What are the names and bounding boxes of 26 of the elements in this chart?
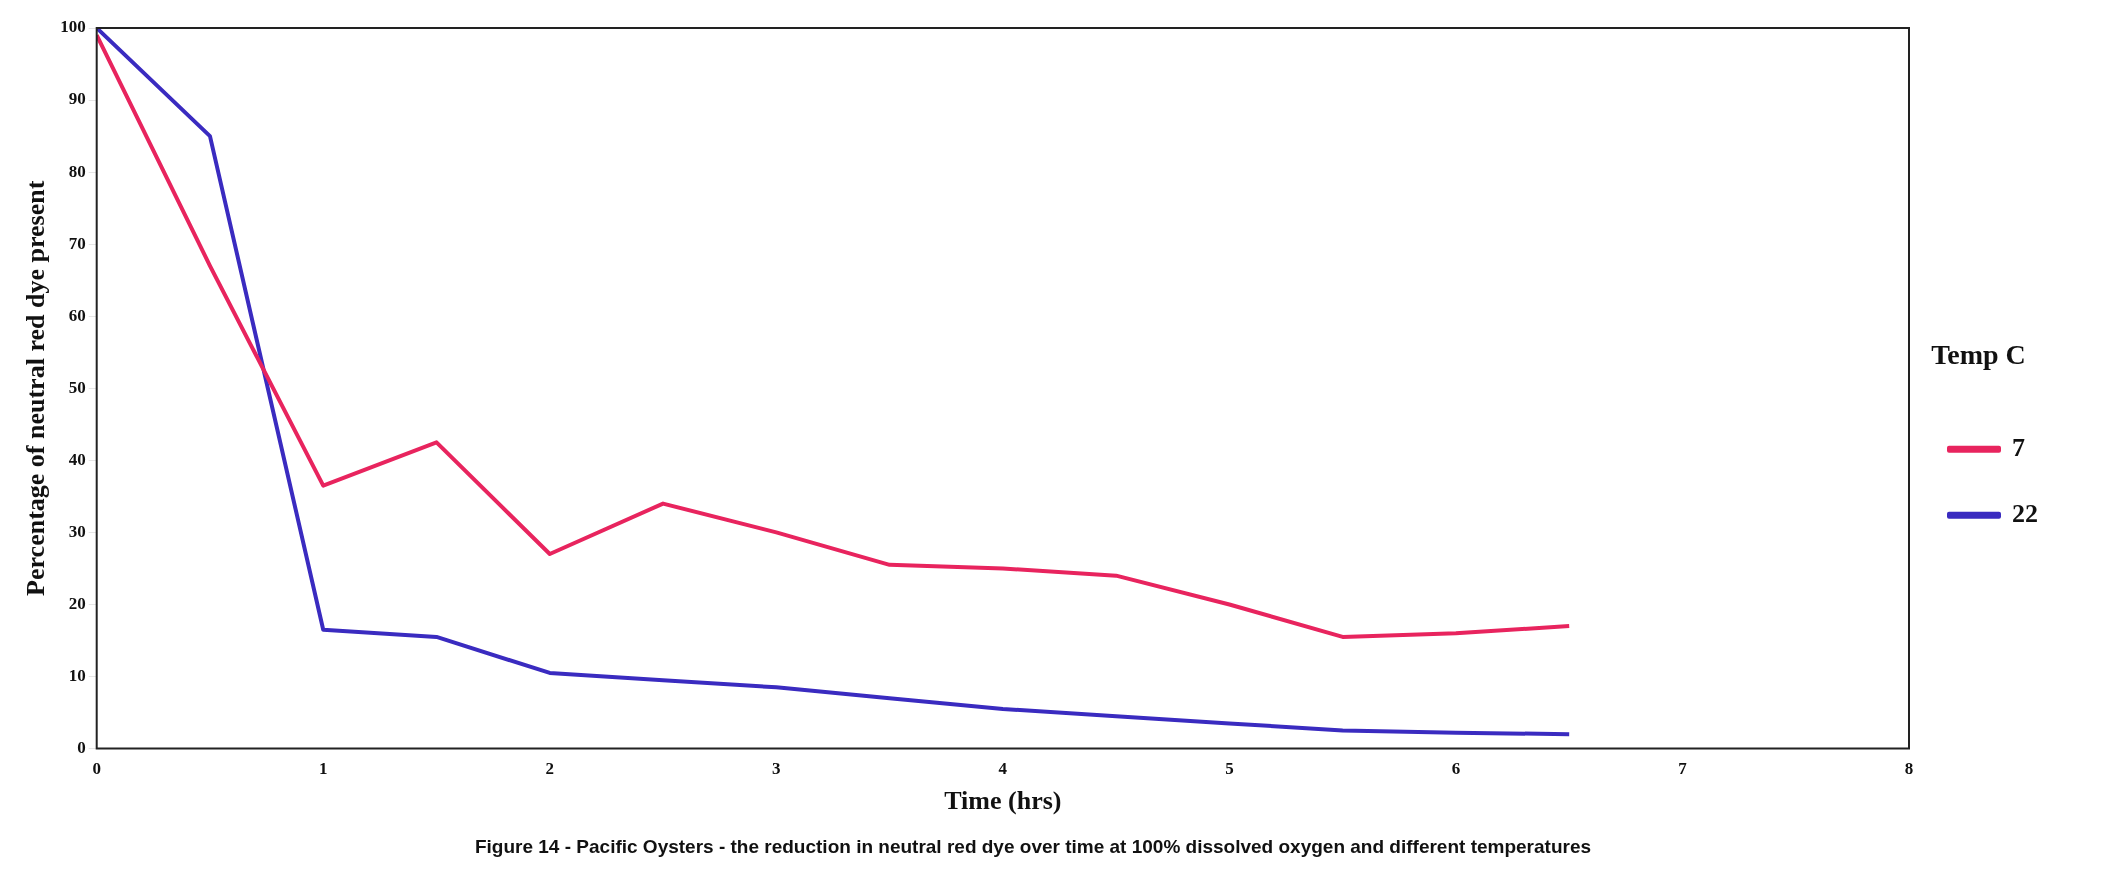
y-tick-label: 100 [60,17,86,37]
y-tick-label: 90 [68,89,86,109]
y-tick-label: 40 [68,449,86,469]
y-tick-label: 70 [68,233,86,253]
y-tick-label: 0 [77,737,86,757]
y-tick-label: 50 [68,377,86,397]
legend-label: 22 [2012,499,2038,529]
x-tick-label: 8 [1904,759,1914,779]
x-axis-title: Time (hrs) [944,786,1062,816]
x-tick-label: 6 [1451,759,1461,779]
y-tick-label: 30 [68,521,86,541]
x-tick-label: 0 [92,759,101,779]
x-tick-label: 1 [318,759,328,779]
x-tick-label: 3 [772,759,781,779]
x-tick-label: 2 [545,759,555,779]
x-tick-label: 5 [1225,759,1234,779]
x-tick-label: 4 [998,759,1008,779]
text: Figure 14 - Pacific Oysters - the reduction in neutral red dye over time at 100% dissolved oxygen and different temperatures [474,835,1592,857]
y-tick-label: 10 [68,665,86,685]
x-tick-label: 7 [1678,759,1688,779]
legend-label: 7 [2012,433,2025,463]
legend-title: Temp C [1931,338,2026,370]
y-axis-title: Percentage of neutral red dye present [21,180,51,596]
y-tick-label: 60 [68,305,86,325]
y-tick-label: 80 [68,161,86,181]
y-tick-label: 20 [68,593,86,613]
